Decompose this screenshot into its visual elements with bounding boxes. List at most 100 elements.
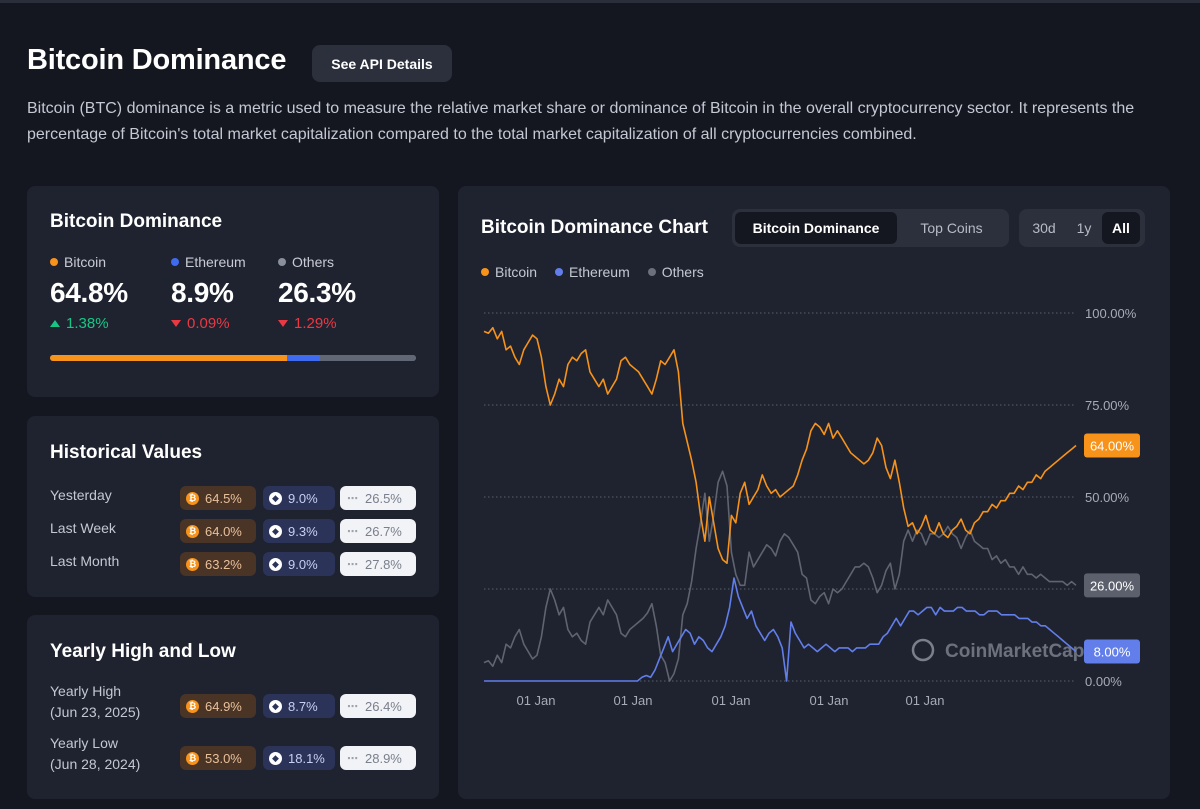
ellipsis-icon: ⋯	[347, 752, 358, 765]
eth-value: 8.7%	[288, 698, 318, 714]
bitcoin-label: Bitcoin	[64, 254, 107, 270]
x-tick-label: 01 Jan	[613, 693, 652, 708]
chart-range-toggle: 30d 1y All	[1019, 209, 1145, 247]
see-api-details-button[interactable]: See API Details	[312, 45, 452, 82]
eth-pill: ◆ 18.1%	[263, 746, 335, 770]
current-value-label: 8.00%	[1094, 645, 1131, 660]
eth-pill: ◆ 9.0%	[263, 552, 335, 576]
arrow-up-icon	[50, 320, 60, 327]
current-value-badge	[1084, 433, 1140, 458]
dominance-chart-card: Bitcoin Dominance Chart Bitcoin Dominanc…	[458, 186, 1170, 799]
row-label: Last Month	[50, 553, 120, 569]
bitcoin-icon: ₿	[186, 524, 199, 538]
eth-pill: ◆ 8.7%	[263, 694, 335, 718]
others-value: 26.5%	[365, 490, 402, 506]
bitcoin-dominance-stat: Bitcoin 64.8% 1.38%	[50, 254, 128, 332]
legend-label: Bitcoin	[495, 264, 538, 280]
current-value-label: 26.00%	[1090, 578, 1135, 593]
btc-pill: ₿ 53.0%	[180, 746, 256, 770]
btc-pill: ₿ 64.0%	[180, 519, 256, 543]
dominance-card-title: Bitcoin Dominance	[50, 211, 223, 232]
ethereum-share-segment	[287, 355, 320, 361]
ethereum-icon: ◆	[269, 557, 282, 571]
tab-top-coins[interactable]: Top Coins	[920, 220, 983, 236]
btc-value: 64.9%	[205, 698, 242, 714]
btc-value: 53.0%	[205, 750, 242, 766]
legend-others[interactable]: Others	[647, 264, 704, 280]
ethereum-icon: ◆	[269, 524, 282, 538]
others-dominance-stat: Others 26.3% 1.29%	[278, 254, 356, 332]
series-line-ethereum	[484, 577, 1077, 682]
btc-pill: ₿ 64.9%	[180, 694, 256, 718]
bitcoin-icon: ₿	[186, 557, 199, 571]
y-tick-label: 0.00%	[1085, 674, 1122, 689]
others-pill: ⋯ 26.7%	[340, 519, 416, 543]
others-dot-icon	[647, 268, 656, 276]
eth-value: 9.0%	[288, 556, 318, 572]
others-pill: ⋯ 26.5%	[340, 486, 416, 510]
x-tick-label: 01 Jan	[905, 693, 944, 708]
eth-pill: ◆ 9.0%	[263, 486, 335, 510]
ethereum-label: Ethereum	[185, 254, 246, 270]
others-value: 27.8%	[365, 556, 402, 572]
legend-ethereum[interactable]: Ethereum	[555, 264, 630, 280]
yearly-high-low-card: Yearly High and Low Yearly High (Jun 23,…	[27, 615, 439, 799]
legend-label: Ethereum	[569, 264, 630, 280]
ellipsis-icon: ⋯	[347, 700, 358, 713]
chart-title: Bitcoin Dominance Chart	[481, 217, 708, 238]
yearly-high-low-title: Yearly High and Low	[50, 641, 236, 662]
dominance-share-bar	[50, 355, 416, 361]
legend-label: Others	[661, 264, 704, 280]
ethereum-icon: ◆	[269, 491, 282, 505]
others-value: 28.9%	[365, 750, 402, 766]
row-label: Yearly High	[50, 683, 122, 699]
row-date: (Jun 28, 2024)	[50, 756, 141, 772]
btc-value: 63.2%	[205, 556, 242, 572]
bitcoin-change: 1.38%	[66, 315, 109, 332]
ellipsis-icon: ⋯	[347, 525, 358, 538]
others-label: Others	[292, 254, 335, 270]
arrow-down-icon	[278, 320, 288, 327]
chart-legend: Bitcoin Ethereum Others	[481, 264, 722, 280]
others-value: 26.4%	[365, 698, 402, 714]
others-share-segment	[319, 355, 416, 361]
range-all-button[interactable]: All	[1102, 212, 1140, 244]
ethereum-icon: ◆	[269, 751, 282, 765]
dominance-card: Bitcoin Dominance Bitcoin 64.8% 1.38% Et…	[27, 186, 439, 397]
coinmarketcap-watermark: CoinMarketCap	[945, 641, 1084, 662]
bitcoin-dot-icon	[50, 258, 58, 266]
historical-values-title: Historical Values	[50, 442, 203, 463]
others-pill: ⋯ 26.4%	[340, 694, 416, 718]
table-row: Yesterday ₿ 64.5% ◆ 9.0% ⋯ 26.5%	[50, 486, 420, 510]
btc-pill: ₿ 64.5%	[180, 486, 256, 510]
tab-bitcoin-dominance[interactable]: Bitcoin Dominance	[735, 212, 897, 244]
bitcoin-dot-icon	[481, 268, 489, 276]
ethereum-dot-icon	[555, 268, 564, 276]
y-tick-label: 100.00%	[1085, 306, 1137, 321]
table-row: Yearly High (Jun 23, 2025) ₿ 64.9% ◆ 8.7% …	[50, 683, 420, 720]
bitcoin-value: 64.8%	[50, 277, 128, 308]
range-30d-button[interactable]: 30d	[1032, 220, 1056, 236]
range-1y-button[interactable]: 1y	[1076, 220, 1092, 236]
table-row: Last Month ₿ 63.2% ◆ 9.0% ⋯ 27.8%	[50, 552, 420, 576]
x-tick-label: 01 Jan	[809, 693, 848, 708]
others-pill: ⋯ 28.9%	[340, 746, 416, 770]
series-line-others	[483, 470, 1077, 682]
others-value: 26.3%	[278, 277, 356, 308]
bitcoin-icon: ₿	[186, 699, 199, 713]
row-label: Yearly Low	[50, 735, 118, 751]
bitcoin-share-segment	[50, 355, 288, 361]
ethereum-dot-icon	[171, 258, 179, 266]
x-tick-label: 01 Jan	[711, 693, 750, 708]
others-change: 1.29%	[294, 315, 337, 332]
top-divider	[0, 0, 1200, 3]
chart-view-toggle: Bitcoin Dominance Top Coins	[732, 209, 1009, 247]
legend-bitcoin[interactable]: Bitcoin	[481, 264, 537, 280]
btc-pill: ₿ 63.2%	[180, 552, 256, 576]
series-line-bitcoin	[483, 326, 1077, 564]
row-label: Yesterday	[50, 487, 112, 503]
bitcoin-icon: ₿	[186, 751, 199, 765]
row-date: (Jun 23, 2025)	[50, 704, 141, 720]
x-tick-label: 01 Jan	[516, 693, 555, 708]
